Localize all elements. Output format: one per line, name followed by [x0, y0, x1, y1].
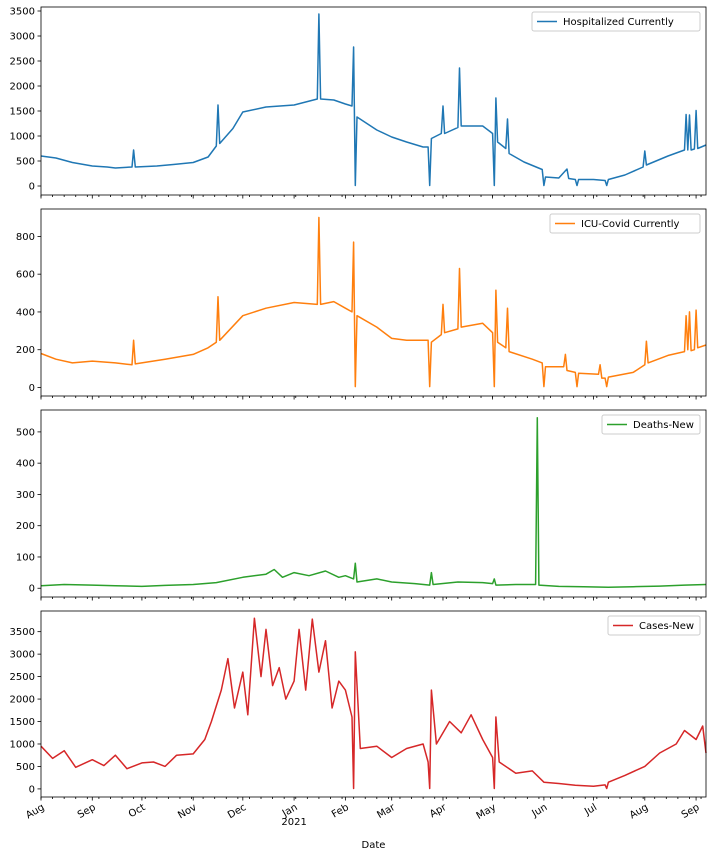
y-tick-label: 400: [16, 459, 35, 470]
subplot-1: 0 500 1000 1500 2000 2500 3000 3500 Hospitalized…: [10, 6, 707, 199]
subplot-3: 0 100 200 300 400 500 Deaths-New: [16, 409, 707, 601]
x-tick-label: Sep: [76, 802, 98, 821]
legend: [607, 615, 701, 636]
y-tick-label: 0: [29, 784, 35, 795]
y-tick-label: 2500: [10, 57, 35, 68]
y-tick-label: 1000: [10, 132, 35, 143]
x-tick-label: Jul: [582, 802, 599, 818]
y-tick-label: 800: [16, 232, 35, 243]
legend: [601, 414, 701, 435]
legend: [531, 11, 701, 32]
axes-frame: [40, 409, 707, 598]
x-tick-label: Apr: [428, 802, 449, 821]
y-tick-label: 2000: [10, 82, 35, 93]
y-tick-label: 3500: [10, 7, 35, 18]
y-tick-label: 1500: [10, 717, 35, 728]
y-tick-label: 0: [29, 383, 35, 394]
y-tick-label: 3500: [10, 627, 35, 638]
x-tick-label: Nov: [176, 802, 198, 821]
y-tick-label: 100: [16, 552, 35, 563]
axes-frame: [40, 610, 707, 798]
y-tick-label: 300: [16, 490, 35, 501]
x-tick-label: Mar: [375, 802, 398, 821]
y-tick-label: 2000: [10, 695, 35, 706]
x-tick-label: Jun: [529, 802, 549, 820]
subplot-2: 0 200 400 600 800 ICU-Covid Currently: [16, 208, 707, 400]
y-tick-label: 200: [16, 521, 35, 532]
legend: [549, 213, 701, 234]
series-line: [40, 13, 707, 187]
legend-label: ICU-Covid Currently: [581, 219, 680, 230]
y-tick-label: 0: [29, 182, 35, 193]
y-tick-label: 2500: [10, 672, 35, 683]
y-tick-label: 1500: [10, 107, 35, 118]
axes-frame: [40, 6, 707, 196]
legend-label: Cases-New: [639, 621, 694, 632]
axes-frame: [40, 208, 707, 397]
x-tick-sublabel: 2021: [281, 817, 306, 828]
x-tick-label: Oct: [127, 802, 148, 820]
x-tick-label: Aug: [24, 802, 46, 821]
y-tick-label: 3000: [10, 32, 35, 43]
y-tick-label: 500: [16, 762, 35, 773]
x-axis-label: Date: [362, 840, 386, 851]
series-line: [40, 216, 707, 388]
x-tick-label: Aug: [628, 802, 650, 821]
x-tick-label: Feb: [330, 802, 351, 820]
y-tick-label: 400: [16, 307, 35, 318]
y-tick-label: 500: [16, 157, 35, 168]
series-line: [40, 617, 707, 790]
series-line: [40, 417, 707, 589]
x-tick-label: May: [475, 802, 498, 822]
y-tick-label: 200: [16, 345, 35, 356]
y-tick-label: 500: [16, 427, 35, 438]
subplot-4: 0 500 1000 1500 2000 2500 3000 3500 Cases-New: [10, 610, 707, 801]
y-tick-label: 600: [16, 270, 35, 281]
x-tick-label: Sep: [680, 802, 702, 821]
y-tick-label: 3000: [10, 650, 35, 661]
x-tick-label: Dec: [226, 802, 248, 821]
legend-label: Hospitalized Currently: [563, 17, 674, 28]
y-tick-label: 0: [29, 584, 35, 595]
y-tick-label: 1000: [10, 739, 35, 750]
legend-label: Deaths-New: [633, 420, 694, 431]
